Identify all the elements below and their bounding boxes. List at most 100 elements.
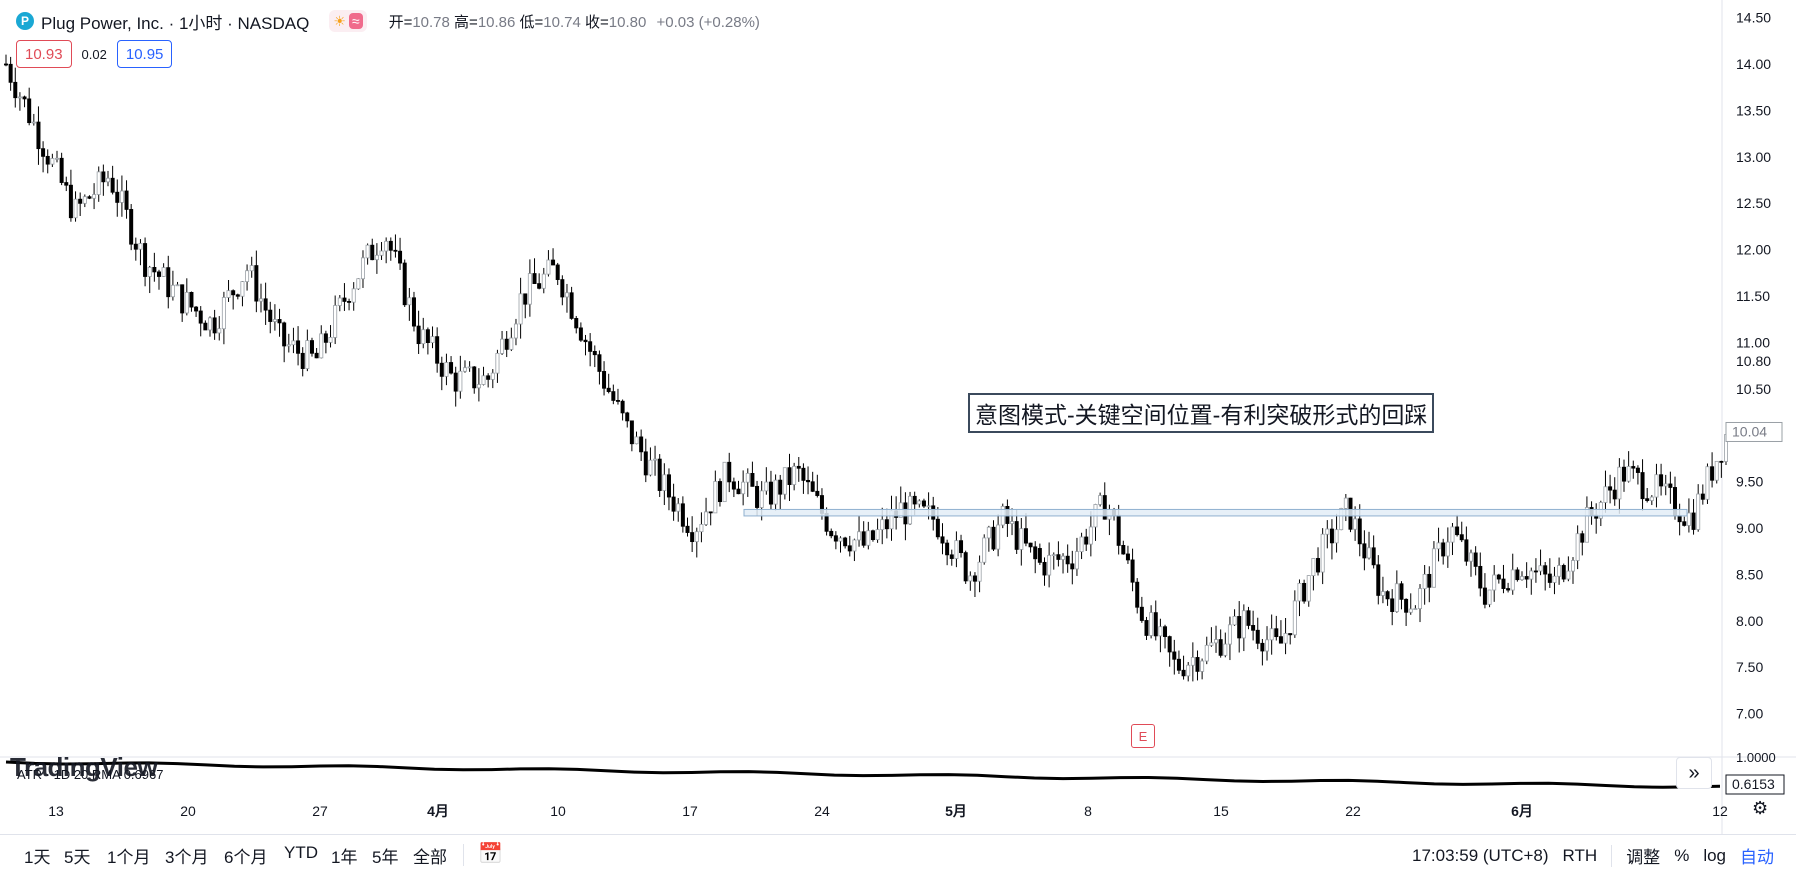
y-tick-label: 10.50 — [1736, 381, 1771, 397]
settings-gear-icon[interactable]: ⚙ — [1752, 798, 1769, 818]
candle-body — [569, 292, 574, 319]
candle-body — [1084, 536, 1089, 545]
candle-body — [1561, 565, 1566, 580]
range-1m-button[interactable]: 1个月 — [107, 848, 151, 867]
candle-body — [1710, 466, 1715, 481]
candle-body — [27, 98, 32, 124]
auto-scale-button[interactable]: 自动 — [1740, 848, 1774, 867]
chart-annotation[interactable]: 意图模式-关键空间位置-有利突破形式的回踩 — [968, 393, 1435, 433]
candle-body — [1459, 534, 1464, 541]
atr-indicator-label[interactable]: ATR · 1D 20 RMA 0.6967 — [17, 767, 164, 782]
candle-body — [1306, 575, 1311, 602]
range-6m-button[interactable]: 6个月 — [224, 848, 268, 867]
y-tick-label: 11.00 — [1736, 334, 1770, 350]
candle-body — [1065, 555, 1070, 565]
candle-body — [1404, 598, 1409, 613]
range-5d-button[interactable]: 5天 — [64, 848, 91, 867]
adjust-button[interactable]: 调整 — [1626, 848, 1661, 867]
buy-button[interactable]: 10.95 — [116, 40, 173, 68]
candle-body — [379, 250, 384, 256]
candle-body — [1408, 608, 1413, 613]
candle-body — [476, 384, 481, 389]
candle-body — [1441, 542, 1446, 557]
price-chart[interactable]: 14.50 14.00 13.50 13.00 12.50 12.00 11.50 11.00… — [0, 0, 1796, 834]
candle-body — [194, 306, 199, 312]
candle-body — [356, 278, 361, 290]
candle-body — [472, 366, 477, 389]
market-status-badge[interactable]: ☀ ≈ — [329, 10, 367, 32]
x-tick-label: 27 — [312, 803, 328, 819]
candle-body — [119, 190, 124, 203]
range-1d-button[interactable]: 1天 — [24, 848, 51, 867]
range-5y-button[interactable]: 5年 — [372, 848, 399, 867]
open-value: 10.78 — [412, 13, 450, 31]
candle-body — [282, 322, 287, 347]
candle-body — [64, 182, 69, 186]
candle-body — [690, 532, 695, 543]
candle-body — [838, 537, 843, 542]
sell-button[interactable]: 10.93 — [16, 40, 72, 68]
candle-body — [1524, 576, 1529, 580]
session-button[interactable]: RTH — [1562, 845, 1598, 865]
percent-scale-button[interactable]: % — [1674, 845, 1690, 865]
symbol-title[interactable]: Plug Power, Inc. · 1小时 · NASDAQ — [41, 13, 310, 33]
candle-body — [940, 536, 945, 544]
candle-body — [152, 266, 157, 273]
candle-body — [945, 542, 950, 556]
candle-body — [1176, 658, 1181, 671]
candle-body — [1464, 539, 1469, 562]
candle-body — [1130, 559, 1135, 583]
candle-body — [796, 465, 801, 469]
candle-body — [1329, 528, 1334, 544]
candle-body — [92, 194, 97, 199]
candle-body — [866, 530, 871, 546]
x-tick-label: 22 — [1345, 803, 1361, 819]
range-3m-button[interactable]: 3个月 — [165, 848, 209, 867]
candle-body — [843, 537, 848, 547]
candle-body — [1241, 610, 1246, 639]
candle-body — [156, 271, 161, 277]
range-ytd-button[interactable]: YTD — [284, 843, 318, 862]
candle-body — [597, 354, 602, 372]
candle-body — [203, 322, 208, 331]
candle-body — [1061, 555, 1066, 560]
candle-body — [1033, 546, 1038, 560]
candle-body — [1102, 495, 1107, 520]
candle-body — [1070, 563, 1075, 570]
candle-body — [1227, 624, 1232, 645]
candle-body — [1237, 616, 1242, 639]
candle-body — [629, 420, 634, 445]
candle-body — [653, 458, 658, 461]
candle-body — [398, 250, 403, 264]
candle-body — [1316, 558, 1321, 573]
candle-body — [1501, 578, 1506, 589]
y-tick-label: 12.50 — [1736, 195, 1771, 211]
candle-body — [82, 196, 87, 204]
candle-body — [713, 481, 718, 514]
candle-body — [986, 526, 991, 539]
candle-body — [481, 375, 486, 385]
candle-body — [1640, 472, 1645, 500]
scroll-to-realtime-button[interactable]: » — [1676, 757, 1712, 789]
log-scale-button[interactable]: log — [1703, 845, 1726, 865]
candle-body — [1079, 536, 1084, 553]
range-toolbar: 1天 5天 1个月 3个月 6个月 YTD 1年 5年 全部 📅 17:03:5… — [0, 834, 1796, 871]
earnings-marker[interactable]: E — [1131, 724, 1155, 748]
symbol-header[interactable]: P Plug Power, Inc. · 1小时 · NASDAQ ☀ ≈ 开=… — [16, 8, 760, 34]
candle-body — [1487, 589, 1492, 605]
candle-body — [54, 157, 59, 160]
candle-body — [764, 481, 769, 492]
last-price-box — [1725, 421, 1783, 442]
x-tick-label: 24 — [814, 803, 830, 819]
candle-body — [291, 340, 296, 346]
clock-readout[interactable]: 17:03:59 (UTC+8) — [1412, 845, 1549, 865]
candle-body — [1492, 574, 1497, 591]
range-1y-button[interactable]: 1年 — [331, 848, 358, 867]
candle-body — [847, 545, 852, 552]
candle-body — [611, 391, 616, 401]
range-all-button[interactable]: 全部 — [413, 848, 447, 867]
candle-body — [1431, 548, 1436, 588]
candle-body — [1074, 551, 1079, 570]
calendar-goto-icon[interactable]: 📅 — [478, 843, 503, 865]
candle-body — [1714, 460, 1719, 481]
